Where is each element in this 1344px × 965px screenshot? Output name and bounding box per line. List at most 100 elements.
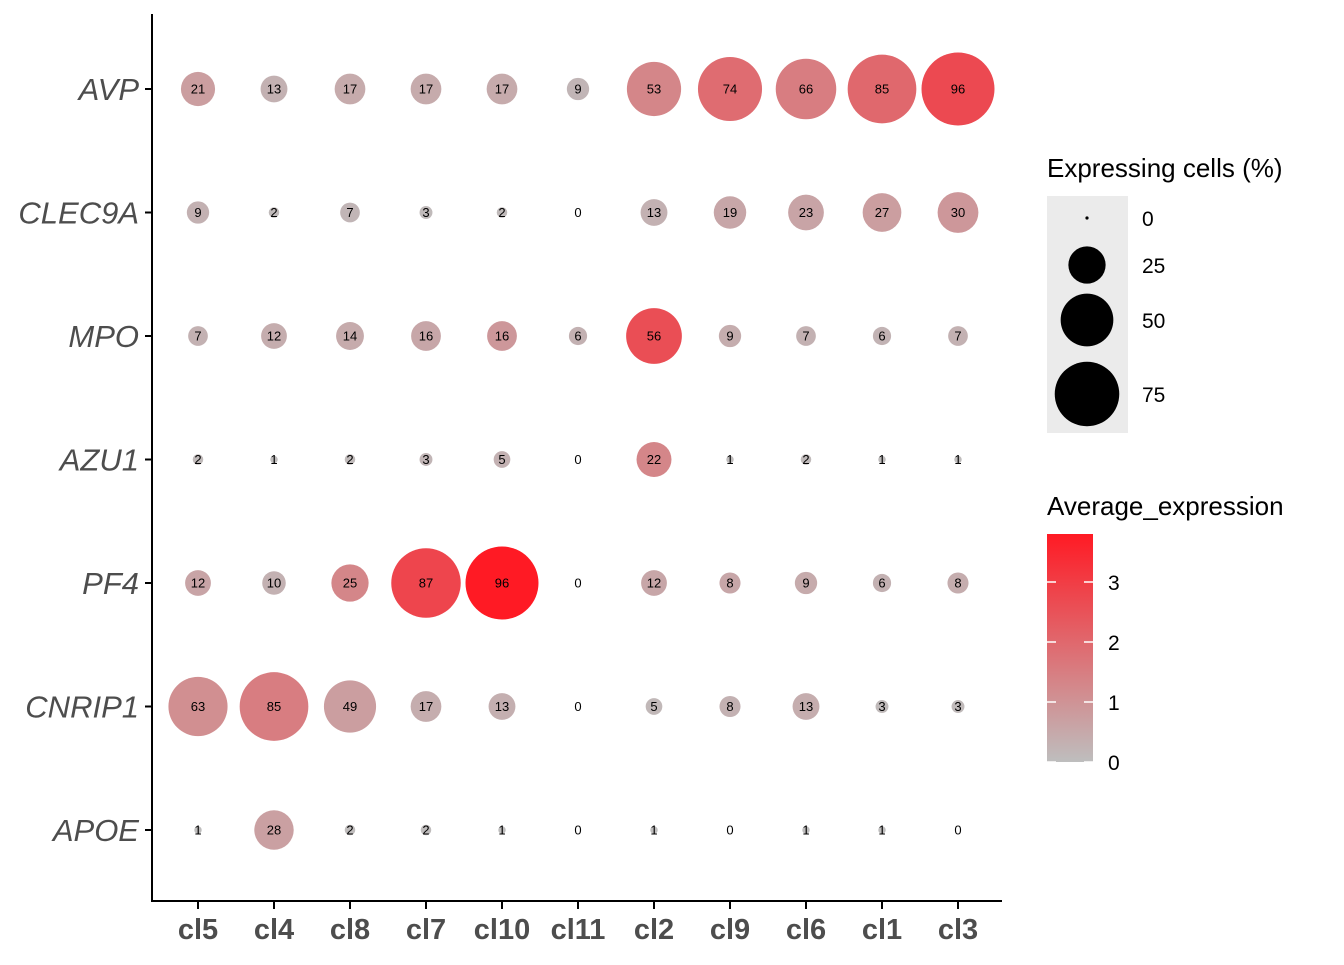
dot-pct-label: 9 — [802, 576, 809, 591]
dot-pct-label: 0 — [574, 699, 581, 714]
dot-pct-label: 87 — [419, 576, 433, 591]
y-tick-label: CNRIP1 — [25, 690, 139, 725]
dot-pct-label: 49 — [343, 699, 357, 714]
dot — [872, 326, 892, 346]
dot-pct-label: 13 — [647, 205, 661, 220]
dot-pct-label: 17 — [343, 82, 357, 97]
dot — [239, 672, 309, 741]
dot — [331, 564, 369, 602]
dot — [411, 321, 441, 351]
dot — [419, 453, 433, 466]
dot — [254, 810, 294, 850]
dot-pct-label: 8 — [726, 699, 733, 714]
dot — [954, 455, 962, 464]
size-legend-dot — [1054, 361, 1120, 427]
dot — [568, 326, 588, 346]
dot — [336, 322, 364, 350]
color-legend-label: 3 — [1108, 572, 1120, 595]
dot-pct-label: 9 — [574, 82, 581, 97]
dot — [391, 548, 461, 618]
dot-pct-label: 28 — [267, 823, 281, 838]
dot-pct-label: 85 — [267, 699, 281, 714]
dot-pct-label: 25 — [343, 576, 357, 591]
dot-pct-label: 2 — [346, 452, 353, 467]
y-tick-label: AVP — [77, 72, 140, 107]
dot — [862, 193, 902, 232]
dot-pct-label: 7 — [346, 205, 353, 220]
dot — [626, 308, 682, 364]
dot — [496, 207, 508, 218]
dot-pct-label: 2 — [194, 452, 201, 467]
dot-pct-label: 23 — [799, 205, 813, 220]
dot-pct-label: 6 — [878, 576, 885, 591]
dot-pct-label: 0 — [574, 452, 581, 467]
dot-pct-label: 1 — [878, 823, 885, 838]
dot — [192, 454, 204, 465]
dot — [726, 455, 734, 464]
y-tick-label: PF4 — [82, 566, 139, 601]
color-legend-label: 1 — [1108, 692, 1120, 715]
dot — [260, 75, 288, 103]
dot — [626, 61, 682, 117]
dot-pct-label: 2 — [498, 205, 505, 220]
dot-pct-label: 0 — [954, 823, 961, 838]
dot-pct-label: 12 — [647, 576, 661, 591]
dot — [713, 196, 747, 229]
dot-pct-label: 1 — [498, 823, 505, 838]
dot — [340, 202, 360, 223]
dot — [493, 451, 511, 468]
x-tick-label: cl7 — [406, 914, 446, 946]
dot-pct-label: 0 — [726, 823, 733, 838]
x-tick-label: cl4 — [254, 914, 294, 946]
color-legend: Average_expression 0 1 2 3 — [1047, 491, 1284, 775]
size-legend-label: 75 — [1142, 384, 1165, 407]
size-legend-dot — [1085, 216, 1089, 220]
x-tick-label: cl2 — [634, 914, 674, 946]
x-axis-ticks: cl5 cl4 cl8 cl7 cl10 cl11 cl2 cl9 cl6 cl1 cl3 — [178, 902, 978, 946]
dot-pct-label: 56 — [647, 329, 661, 344]
dot-pct-label: 85 — [875, 82, 889, 97]
dot-pct-label: 9 — [726, 329, 733, 344]
dot-pct-label: 0 — [574, 576, 581, 591]
dot-pct-label: 21 — [191, 82, 205, 97]
dot — [788, 194, 824, 231]
dot — [792, 693, 820, 720]
dot-pct-label: 96 — [495, 576, 509, 591]
dot-pct-label: 1 — [726, 452, 733, 467]
x-tick-label: cl3 — [938, 914, 978, 946]
dot — [261, 323, 287, 349]
color-legend-ticks: 0 1 2 3 — [1047, 572, 1120, 775]
x-tick-label: cl9 — [710, 914, 750, 946]
dot-pct-label: 8 — [726, 576, 733, 591]
dot — [800, 454, 812, 465]
dot-pct-label: 1 — [270, 452, 277, 467]
dot-pct-label: 2 — [270, 205, 277, 220]
dot — [168, 676, 228, 737]
dot-pct-label: 2 — [422, 823, 429, 838]
dot-pct-label: 13 — [495, 699, 509, 714]
y-tick-label: MPO — [68, 319, 139, 354]
dot — [937, 192, 979, 233]
dot-pct-label: 7 — [802, 329, 809, 344]
dot — [465, 546, 539, 620]
color-legend-label: 2 — [1108, 632, 1120, 655]
dot — [185, 570, 211, 596]
dot-pct-label: 5 — [498, 452, 505, 467]
dot — [270, 455, 278, 464]
dot — [948, 326, 968, 346]
dot-pct-label: 1 — [650, 823, 657, 838]
x-tick-label: cl10 — [474, 914, 530, 946]
dot-pct-label: 14 — [343, 329, 357, 344]
dot — [323, 680, 377, 733]
dot — [410, 73, 442, 105]
dot — [268, 207, 280, 218]
x-tick-label: cl5 — [178, 914, 218, 946]
dot — [719, 572, 741, 594]
dot-pct-label: 7 — [194, 329, 201, 344]
dot — [344, 454, 356, 465]
dot-pct-label: 17 — [419, 82, 433, 97]
dot — [794, 571, 818, 595]
dot-pct-label: 12 — [191, 576, 205, 591]
dot-layer: 21 13 17 17 17 9 53 74 66 85 969 2 7 3 2 0 13 19 23 27 307 12… — [168, 52, 995, 850]
